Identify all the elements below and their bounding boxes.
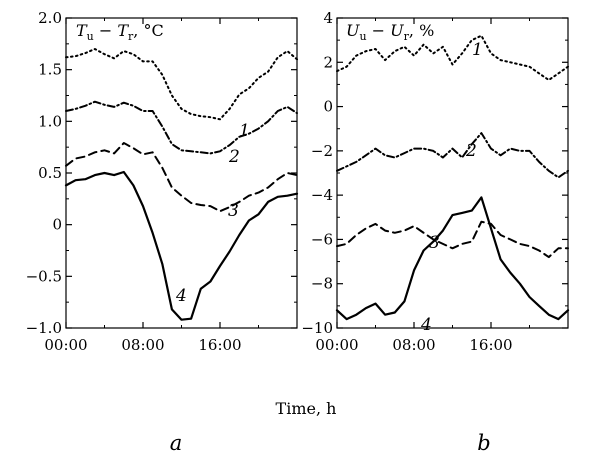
y-tick-label: −0.5 — [26, 267, 62, 285]
y-tick-label: 0.5 — [38, 164, 62, 182]
series-line-2 — [336, 132, 569, 179]
y-tick-label: −2 — [311, 142, 333, 160]
y-label-sub: u — [87, 30, 94, 43]
y-tick-label: 2 — [323, 53, 333, 71]
series-label-4: 4 — [420, 315, 432, 335]
y-label-sub2: r — [128, 30, 134, 43]
x-tick-label: 16:00 — [469, 336, 512, 354]
series-label-4: 4 — [175, 286, 187, 306]
y-tick-label: −1.0 — [26, 319, 62, 337]
y-label-var: T — [76, 21, 88, 40]
y-tick-label: 0 — [52, 216, 62, 234]
panel-a: 2.0 1.5 1.0 0.5 0 −0.5 −1.000:00 08:00 16:00 1 2 3 4… — [26, 9, 299, 455]
series-line-3 — [65, 142, 298, 213]
y-axis-label: Tu − Tr, °C — [76, 21, 164, 43]
series-line-1 — [65, 48, 298, 121]
series-line-2 — [65, 100, 298, 155]
y-label-var: U — [346, 21, 360, 40]
series-line-3 — [336, 220, 569, 259]
series-label-2: 2 — [465, 141, 477, 161]
series-label-2: 2 — [228, 147, 240, 167]
y-tick-label: −4 — [311, 186, 333, 204]
series-label-1: 1 — [472, 40, 483, 60]
series-line-4 — [64, 170, 299, 321]
y-label-var2: − U — [367, 21, 405, 40]
y-tick-label: −8 — [311, 275, 333, 293]
x-tick-label: 08:00 — [121, 336, 164, 354]
panel-label: b — [477, 431, 490, 455]
series-label-1: 1 — [239, 121, 250, 141]
y-tick-label: −6 — [311, 230, 333, 248]
y-label-var2: − T — [94, 21, 130, 40]
series-label-3: 3 — [228, 201, 239, 221]
y-label-unit: , °C — [133, 21, 163, 40]
y-label-sub2: r — [404, 30, 410, 43]
y-tick-label: 2.0 — [38, 9, 62, 27]
x-axis-label: Time, h — [276, 399, 337, 418]
y-tick-label: −10 — [301, 319, 333, 337]
x-tick-label: 00:00 — [44, 336, 87, 354]
series-line-1 — [336, 34, 569, 81]
panel-label: a — [170, 431, 183, 455]
y-label-unit: , % — [409, 21, 434, 40]
x-tick-label: 08:00 — [392, 336, 435, 354]
y-axis-label: Uu − Ur, % — [346, 21, 434, 43]
x-tick-label: 00:00 — [315, 336, 358, 354]
y-tick-label: 0 — [323, 98, 333, 116]
series-line-4 — [335, 196, 570, 321]
y-tick-label: 1.5 — [38, 61, 62, 79]
y-label-sub: u — [359, 30, 366, 43]
series-label-3: 3 — [429, 233, 440, 253]
y-tick-label: 1.0 — [38, 112, 62, 130]
y-tick-label: 4 — [323, 9, 333, 27]
x-tick-label: 16:00 — [198, 336, 241, 354]
